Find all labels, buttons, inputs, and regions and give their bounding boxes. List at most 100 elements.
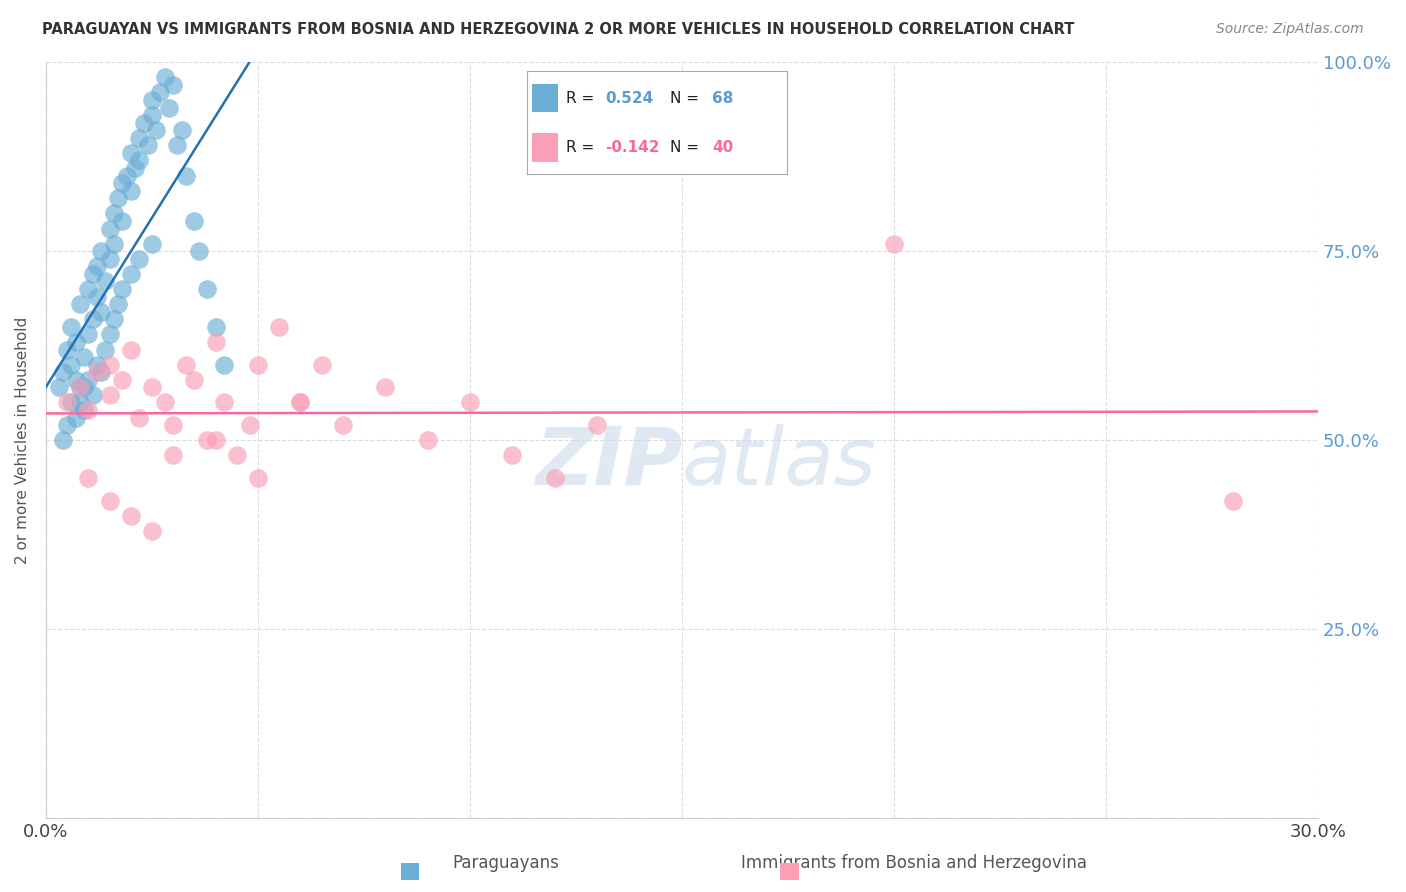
Point xyxy=(90,244,112,259)
Point xyxy=(77,471,100,485)
Text: atlas: atlas xyxy=(682,424,877,502)
Point xyxy=(157,101,180,115)
Text: PARAGUAYAN VS IMMIGRANTS FROM BOSNIA AND HERZEGOVINA 2 OR MORE VEHICLES IN HOUSE: PARAGUAYAN VS IMMIGRANTS FROM BOSNIA AND… xyxy=(42,22,1074,37)
Point xyxy=(111,373,134,387)
Point xyxy=(136,138,159,153)
Point xyxy=(183,373,205,387)
Point xyxy=(103,236,125,251)
Point xyxy=(86,260,108,274)
Point xyxy=(128,410,150,425)
Text: Immigrants from Bosnia and Herzegovina: Immigrants from Bosnia and Herzegovina xyxy=(741,855,1087,872)
Point xyxy=(883,236,905,251)
Bar xyxy=(533,133,558,161)
Text: ZIP: ZIP xyxy=(534,424,682,502)
Point xyxy=(60,395,83,409)
Point xyxy=(290,395,312,409)
Text: 0.524: 0.524 xyxy=(606,90,654,105)
Point xyxy=(107,191,129,205)
Point xyxy=(501,449,523,463)
Point xyxy=(65,373,87,387)
Point xyxy=(204,434,226,448)
Point xyxy=(128,153,150,168)
Point xyxy=(141,236,163,251)
Point xyxy=(174,358,197,372)
Point xyxy=(77,282,100,296)
Point xyxy=(162,418,184,433)
Point xyxy=(195,282,218,296)
Text: R =: R = xyxy=(567,140,599,155)
Point xyxy=(69,380,91,394)
Point xyxy=(416,434,439,448)
Point xyxy=(162,449,184,463)
Point xyxy=(458,395,481,409)
Point xyxy=(90,365,112,379)
Point xyxy=(111,214,134,228)
Point xyxy=(69,380,91,394)
Point xyxy=(225,449,247,463)
Point xyxy=(586,418,609,433)
Point xyxy=(238,418,260,433)
Point xyxy=(120,145,142,160)
Text: Source: ZipAtlas.com: Source: ZipAtlas.com xyxy=(1216,22,1364,37)
Point xyxy=(86,358,108,372)
Point xyxy=(48,380,70,394)
Point xyxy=(128,252,150,266)
Text: 40: 40 xyxy=(711,140,733,155)
Point xyxy=(166,138,188,153)
Text: N =: N = xyxy=(671,140,704,155)
Point xyxy=(94,343,117,357)
Point xyxy=(183,214,205,228)
Point xyxy=(153,395,176,409)
Point xyxy=(77,403,100,417)
Point xyxy=(56,418,79,433)
Point xyxy=(69,297,91,311)
Point xyxy=(69,395,91,409)
Point xyxy=(204,334,226,349)
Point xyxy=(120,508,142,523)
Point xyxy=(187,244,209,259)
Point xyxy=(124,161,146,175)
Point xyxy=(1222,493,1244,508)
Point xyxy=(162,78,184,92)
Point xyxy=(111,176,134,190)
Point xyxy=(65,410,87,425)
Point xyxy=(56,343,79,357)
Point xyxy=(60,358,83,372)
Point xyxy=(56,395,79,409)
Point xyxy=(149,86,172,100)
Point xyxy=(311,358,333,372)
Point xyxy=(269,319,291,334)
Point xyxy=(86,290,108,304)
Point xyxy=(98,252,121,266)
Point xyxy=(82,267,104,281)
Point xyxy=(90,304,112,318)
Point xyxy=(195,434,218,448)
Point xyxy=(246,471,269,485)
Y-axis label: 2 or more Vehicles in Household: 2 or more Vehicles in Household xyxy=(15,317,30,564)
Point xyxy=(374,380,396,394)
Point xyxy=(98,358,121,372)
Point xyxy=(111,282,134,296)
Point xyxy=(246,358,269,372)
Text: N =: N = xyxy=(671,90,704,105)
Point xyxy=(120,343,142,357)
Text: Paraguayans: Paraguayans xyxy=(453,855,560,872)
Point xyxy=(290,395,312,409)
Text: 68: 68 xyxy=(711,90,734,105)
Point xyxy=(98,221,121,235)
Point xyxy=(204,319,226,334)
Point xyxy=(120,184,142,198)
Point xyxy=(141,524,163,538)
Point xyxy=(52,365,75,379)
Point xyxy=(544,471,567,485)
Point xyxy=(73,380,96,394)
Point xyxy=(115,169,138,183)
Point xyxy=(86,365,108,379)
Point xyxy=(174,169,197,183)
Point xyxy=(77,373,100,387)
Point xyxy=(60,319,83,334)
Point xyxy=(73,350,96,364)
Point xyxy=(170,123,193,137)
Point xyxy=(107,297,129,311)
Point xyxy=(120,267,142,281)
